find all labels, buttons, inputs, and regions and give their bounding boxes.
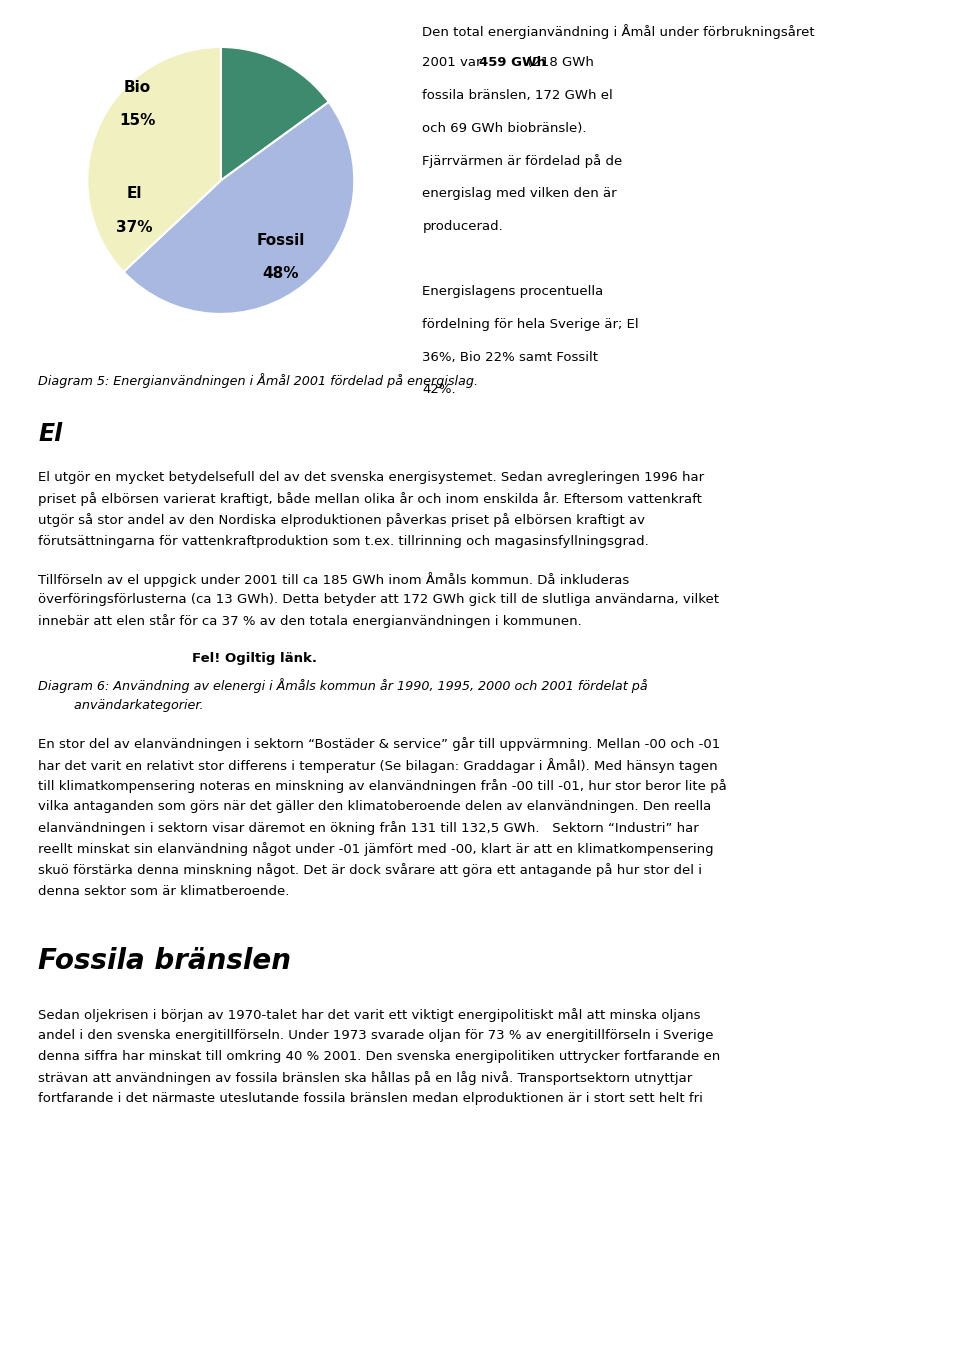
Text: fossila bränslen, 172 GWh el: fossila bränslen, 172 GWh el [422, 89, 613, 102]
Text: förutsättningarna för vattenkraftproduktion som t.ex. tillrinning och magasinsfy: förutsättningarna för vattenkraftprodukt… [38, 534, 649, 548]
Text: utgör så stor andel av den Nordiska elproduktionen påverkas priset på elbörsen k: utgör så stor andel av den Nordiska elpr… [38, 513, 645, 527]
Text: El: El [38, 422, 62, 447]
Text: 36%, Bio 22% samt Fossilt: 36%, Bio 22% samt Fossilt [422, 350, 598, 364]
Text: Diagram 6: Användning av elenergi i Åmåls kommun år 1990, 1995, 2000 och 2001 fö: Diagram 6: Användning av elenergi i Åmål… [38, 678, 648, 693]
Text: andel i den svenska energitillförseln. Under 1973 svarade oljan för 73 % av ener: andel i den svenska energitillförseln. U… [38, 1028, 714, 1042]
Text: Fossil: Fossil [256, 233, 305, 248]
Text: energislag med vilken den är: energislag med vilken den är [422, 187, 617, 200]
Text: Sedan oljekrisen i början av 1970-talet har det varit ett viktigt energipolitisk: Sedan oljekrisen i början av 1970-talet … [38, 1008, 701, 1022]
Text: Fossila bränslen: Fossila bränslen [38, 947, 292, 975]
Text: till klimatkompensering noteras en minskning av elanvändningen från -00 till -01: till klimatkompensering noteras en minsk… [38, 779, 727, 793]
Text: denna sektor som är klimatberoende.: denna sektor som är klimatberoende. [38, 884, 290, 898]
Text: Fjärrvärmen är fördelad på de: Fjärrvärmen är fördelad på de [422, 154, 623, 169]
Text: fortfarande i det närmaste uteslutande fossila bränslen medan elproduktionen är : fortfarande i det närmaste uteslutande f… [38, 1092, 704, 1106]
Text: reellt minskat sin elanvändning något under -01 jämfört med -00, klart är att en: reellt minskat sin elanvändning något un… [38, 842, 714, 857]
Wedge shape [87, 48, 221, 272]
Text: Tillförseln av el uppgick under 2001 till ca 185 GWh inom Åmåls kommun. Då inklu: Tillförseln av el uppgick under 2001 til… [38, 572, 630, 587]
Text: El utgör en mycket betydelsefull del av det svenska energisystemet. Sedan avregl: El utgör en mycket betydelsefull del av … [38, 471, 705, 485]
Text: 15%: 15% [119, 113, 156, 128]
Text: 2001 var: 2001 var [422, 56, 486, 69]
Text: 459 GWh: 459 GWh [479, 56, 546, 69]
Text: elanvändningen i sektorn visar däremot en ökning från 131 till 132,5 GWh.   Sekt: elanvändningen i sektorn visar däremot e… [38, 821, 699, 835]
Text: 42%.: 42%. [422, 383, 456, 396]
Wedge shape [124, 102, 354, 313]
Text: Energislagens procentuella: Energislagens procentuella [422, 285, 604, 298]
Text: denna siffra har minskat till omkring 40 % 2001. Den svenska energipolitiken utt: denna siffra har minskat till omkring 40… [38, 1050, 721, 1064]
Text: producerad.: producerad. [422, 219, 503, 233]
Text: och 69 GWh biobränsle).: och 69 GWh biobränsle). [422, 121, 587, 135]
Wedge shape [221, 48, 328, 181]
Text: har det varit en relativt stor differens i temperatur (Se bilagan: Graddagar i Å: har det varit en relativt stor differens… [38, 757, 718, 772]
Text: Diagram 5: Energianvändningen i Åmål 2001 fördelad på energislag.: Diagram 5: Energianvändningen i Åmål 200… [38, 373, 478, 388]
Text: strävan att användningen av fossila bränslen ska hållas på en låg nivå. Transpor: strävan att användningen av fossila brän… [38, 1071, 693, 1086]
Text: fördelning för hela Sverige är; El: fördelning för hela Sverige är; El [422, 317, 639, 331]
Text: vilka antaganden som görs när det gäller den klimatoberoende delen av elanvändni: vilka antaganden som görs när det gäller… [38, 799, 711, 813]
Text: priset på elbörsen varierat kraftigt, både mellan olika år och inom enskilda år.: priset på elbörsen varierat kraftigt, bå… [38, 493, 703, 507]
Text: användarkategorier.: användarkategorier. [38, 699, 204, 712]
Text: 48%: 48% [263, 267, 300, 282]
Text: överföringsförlusterna (ca 13 GWh). Detta betyder att 172 GWh gick till de slutl: överföringsförlusterna (ca 13 GWh). Dett… [38, 592, 719, 606]
Text: El: El [127, 187, 142, 202]
Text: innebär att elen står för ca 37 % av den totala energianvändningen i kommunen.: innebär att elen står för ca 37 % av den… [38, 614, 582, 628]
Text: Fel! Ogiltig länk.: Fel! Ogiltig länk. [192, 651, 317, 665]
Text: skuö förstärka denna minskning något. Det är dock svårare att göra ett antagande: skuö förstärka denna minskning något. De… [38, 864, 703, 877]
Text: En stor del av elanvändningen i sektorn “Bostäder & service” går till uppvärmnin: En stor del av elanvändningen i sektorn … [38, 737, 721, 750]
Text: Bio: Bio [124, 79, 151, 94]
Text: Den total energianvändning i Åmål under förbrukningsåret: Den total energianvändning i Åmål under … [422, 23, 815, 38]
Text: (218 GWh: (218 GWh [523, 56, 593, 69]
Text: 37%: 37% [116, 219, 153, 234]
